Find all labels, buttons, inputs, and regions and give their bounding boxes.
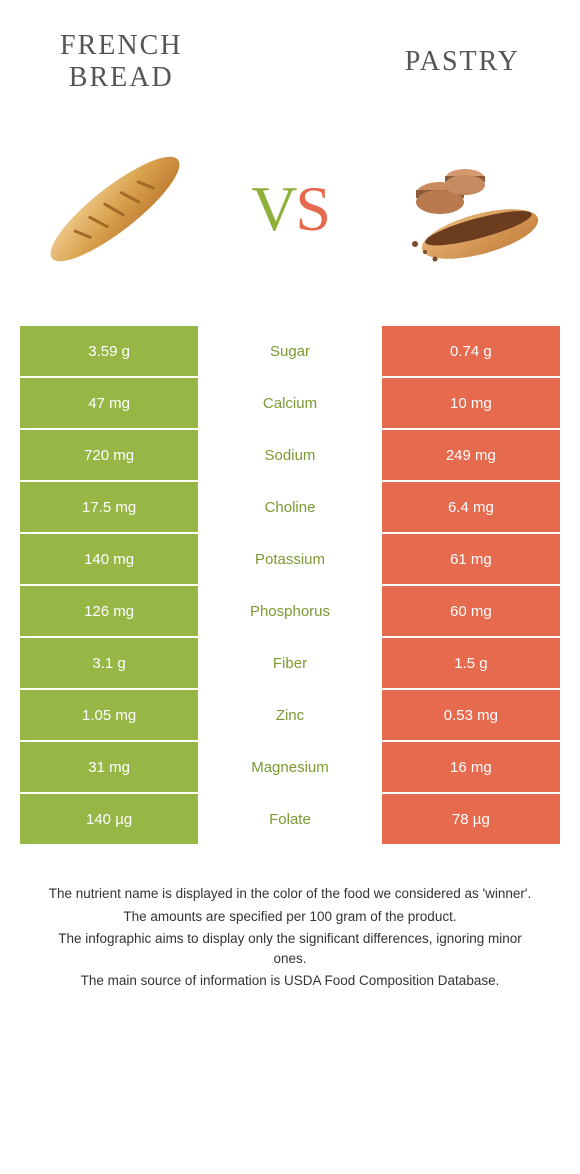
nutrient-label: Calcium [198, 376, 382, 428]
footer: The nutrient name is displayed in the co… [40, 884, 540, 991]
table-row: 17.5 mgCholine6.4 mg [20, 480, 560, 532]
right-value: 16 mg [382, 740, 560, 792]
images-row: VS [0, 104, 580, 324]
table-row: 140 mgPotassium61 mg [20, 532, 560, 584]
vs-v: V [251, 173, 295, 244]
left-title-line1: French [60, 30, 182, 61]
right-food-title: Pastry [405, 46, 520, 78]
left-value: 47 mg [20, 376, 198, 428]
nutrient-label: Potassium [198, 532, 382, 584]
right-food-image [380, 124, 550, 294]
left-title-line2: Bread [69, 62, 174, 93]
table-row: 126 mgPhosphorus60 mg [20, 584, 560, 636]
left-value: 17.5 mg [20, 480, 198, 532]
right-value: 60 mg [382, 584, 560, 636]
footer-line3: The infographic aims to display only the… [40, 929, 540, 970]
left-value: 31 mg [20, 740, 198, 792]
left-value: 140 µg [20, 792, 198, 844]
left-value: 126 mg [20, 584, 198, 636]
nutrient-label: Phosphorus [198, 584, 382, 636]
nutrient-label: Sodium [198, 428, 382, 480]
right-value: 6.4 mg [382, 480, 560, 532]
right-value: 1.5 g [382, 636, 560, 688]
right-value: 249 mg [382, 428, 560, 480]
right-value: 0.74 g [382, 324, 560, 376]
nutrient-label: Choline [198, 480, 382, 532]
vs-s: S [295, 173, 329, 244]
nutrient-label: Fiber [198, 636, 382, 688]
left-food-title: French Bread [60, 30, 182, 94]
nutrient-table: 3.59 gSugar0.74 g47 mgCalcium10 mg720 mg… [20, 324, 560, 844]
table-row: 3.1 gFiber1.5 g [20, 636, 560, 688]
nutrient-label: Folate [198, 792, 382, 844]
nutrient-label: Sugar [198, 324, 382, 376]
table-row: 720 mgSodium249 mg [20, 428, 560, 480]
right-value: 10 mg [382, 376, 560, 428]
nutrient-label: Zinc [198, 688, 382, 740]
table-row: 1.05 mgZinc0.53 mg [20, 688, 560, 740]
footer-line2: The amounts are specified per 100 gram o… [40, 907, 540, 927]
table-row: 140 µgFolate78 µg [20, 792, 560, 844]
left-value: 140 mg [20, 532, 198, 584]
left-value: 1.05 mg [20, 688, 198, 740]
footer-line4: The main source of information is USDA F… [40, 971, 540, 991]
table-row: 47 mgCalcium10 mg [20, 376, 560, 428]
nutrient-label: Magnesium [198, 740, 382, 792]
table-row: 31 mgMagnesium16 mg [20, 740, 560, 792]
right-value: 78 µg [382, 792, 560, 844]
table-row: 3.59 gSugar0.74 g [20, 324, 560, 376]
left-value: 720 mg [20, 428, 198, 480]
footer-line1: The nutrient name is displayed in the co… [40, 884, 540, 904]
right-title-line1: Pastry [405, 46, 520, 77]
left-value: 3.59 g [20, 324, 198, 376]
header: French Bread Pastry [0, 0, 580, 104]
right-value: 61 mg [382, 532, 560, 584]
left-value: 3.1 g [20, 636, 198, 688]
right-value: 0.53 mg [382, 688, 560, 740]
left-food-image [30, 124, 200, 294]
vs-label: VS [251, 172, 329, 246]
